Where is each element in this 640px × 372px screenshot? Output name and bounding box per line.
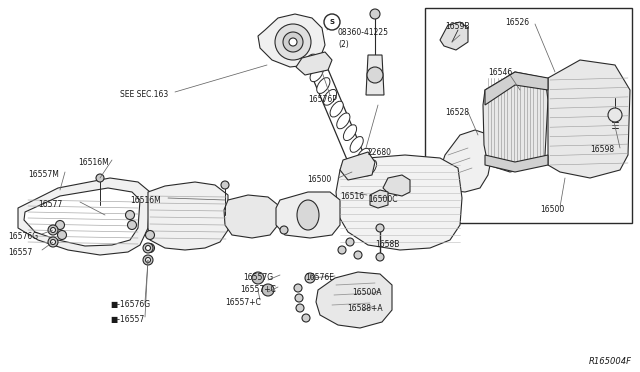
Text: 16576G: 16576G: [8, 232, 38, 241]
Text: 16500C: 16500C: [368, 195, 397, 204]
Circle shape: [305, 273, 315, 283]
Bar: [425, 8, 632, 223]
Polygon shape: [483, 72, 548, 172]
Circle shape: [51, 228, 56, 232]
Ellipse shape: [297, 200, 319, 230]
Circle shape: [289, 38, 297, 46]
Text: 16500: 16500: [540, 205, 564, 214]
Text: 16516: 16516: [340, 192, 364, 201]
Text: 16577: 16577: [38, 200, 62, 209]
Circle shape: [252, 272, 264, 284]
Circle shape: [48, 225, 58, 235]
Text: 16557+C: 16557+C: [225, 298, 261, 307]
Ellipse shape: [330, 101, 343, 117]
Circle shape: [294, 284, 302, 292]
Polygon shape: [258, 14, 325, 67]
Ellipse shape: [364, 160, 376, 176]
Polygon shape: [370, 190, 388, 208]
Circle shape: [608, 108, 622, 122]
Polygon shape: [440, 22, 468, 50]
Circle shape: [145, 231, 154, 240]
Polygon shape: [148, 182, 228, 250]
Ellipse shape: [337, 113, 350, 129]
Text: S: S: [330, 19, 335, 25]
Text: 16500: 16500: [307, 175, 332, 184]
Text: R165004F: R165004F: [589, 357, 632, 366]
Text: 08360-41225: 08360-41225: [338, 28, 389, 37]
Circle shape: [302, 314, 310, 322]
Ellipse shape: [310, 66, 323, 82]
Polygon shape: [435, 130, 492, 192]
Polygon shape: [276, 192, 340, 238]
Text: (2): (2): [338, 40, 349, 49]
Circle shape: [127, 221, 136, 230]
Polygon shape: [296, 52, 332, 75]
Polygon shape: [366, 55, 384, 95]
Circle shape: [143, 243, 153, 253]
Ellipse shape: [344, 125, 356, 141]
Circle shape: [367, 67, 383, 83]
Circle shape: [58, 231, 67, 240]
Circle shape: [338, 246, 346, 254]
Text: 16516M: 16516M: [78, 158, 109, 167]
Text: 1658B: 1658B: [375, 240, 399, 249]
Text: 16557: 16557: [8, 248, 32, 257]
Circle shape: [125, 211, 134, 219]
Ellipse shape: [350, 137, 364, 153]
Circle shape: [221, 181, 229, 189]
Text: 16588+A: 16588+A: [347, 304, 383, 313]
Polygon shape: [340, 152, 375, 180]
Circle shape: [295, 294, 303, 302]
Circle shape: [96, 174, 104, 182]
Polygon shape: [24, 188, 140, 246]
Polygon shape: [316, 272, 392, 328]
Text: 16528: 16528: [445, 108, 469, 117]
Polygon shape: [383, 175, 410, 196]
Circle shape: [143, 255, 153, 265]
Polygon shape: [336, 155, 462, 250]
Text: 16500A: 16500A: [352, 288, 381, 297]
Circle shape: [48, 237, 58, 247]
Text: 16598: 16598: [590, 145, 614, 154]
Circle shape: [145, 246, 150, 250]
Circle shape: [376, 224, 384, 232]
Polygon shape: [485, 155, 548, 172]
Text: ■-16557: ■-16557: [110, 315, 144, 324]
Text: ■-16576G: ■-16576G: [110, 300, 150, 309]
Text: 16557M: 16557M: [28, 170, 59, 179]
Circle shape: [56, 221, 65, 230]
Circle shape: [376, 253, 384, 261]
Ellipse shape: [317, 78, 330, 93]
Text: 16516M: 16516M: [130, 196, 161, 205]
Circle shape: [145, 257, 150, 263]
Polygon shape: [548, 60, 630, 178]
Circle shape: [280, 226, 288, 234]
Ellipse shape: [323, 89, 337, 105]
Text: 1659B: 1659B: [445, 22, 470, 31]
Text: 22680: 22680: [367, 148, 391, 157]
Polygon shape: [18, 178, 150, 255]
Circle shape: [51, 240, 56, 244]
Text: 16546: 16546: [488, 68, 512, 77]
Circle shape: [346, 238, 354, 246]
Polygon shape: [485, 72, 548, 105]
Circle shape: [296, 304, 304, 312]
Circle shape: [354, 251, 362, 259]
Text: 16576E: 16576E: [305, 273, 334, 282]
Circle shape: [324, 14, 340, 30]
Circle shape: [370, 9, 380, 19]
Circle shape: [145, 244, 154, 253]
Circle shape: [275, 24, 311, 60]
Circle shape: [262, 284, 274, 296]
Text: SEE SEC.163: SEE SEC.163: [120, 90, 168, 99]
Text: 16576P: 16576P: [308, 95, 337, 104]
Circle shape: [283, 32, 303, 52]
Text: 16557+C: 16557+C: [240, 285, 276, 294]
Polygon shape: [224, 195, 278, 238]
Text: 16557G: 16557G: [243, 273, 273, 282]
Ellipse shape: [356, 148, 370, 164]
Text: 16526: 16526: [505, 18, 529, 27]
Ellipse shape: [303, 54, 317, 70]
